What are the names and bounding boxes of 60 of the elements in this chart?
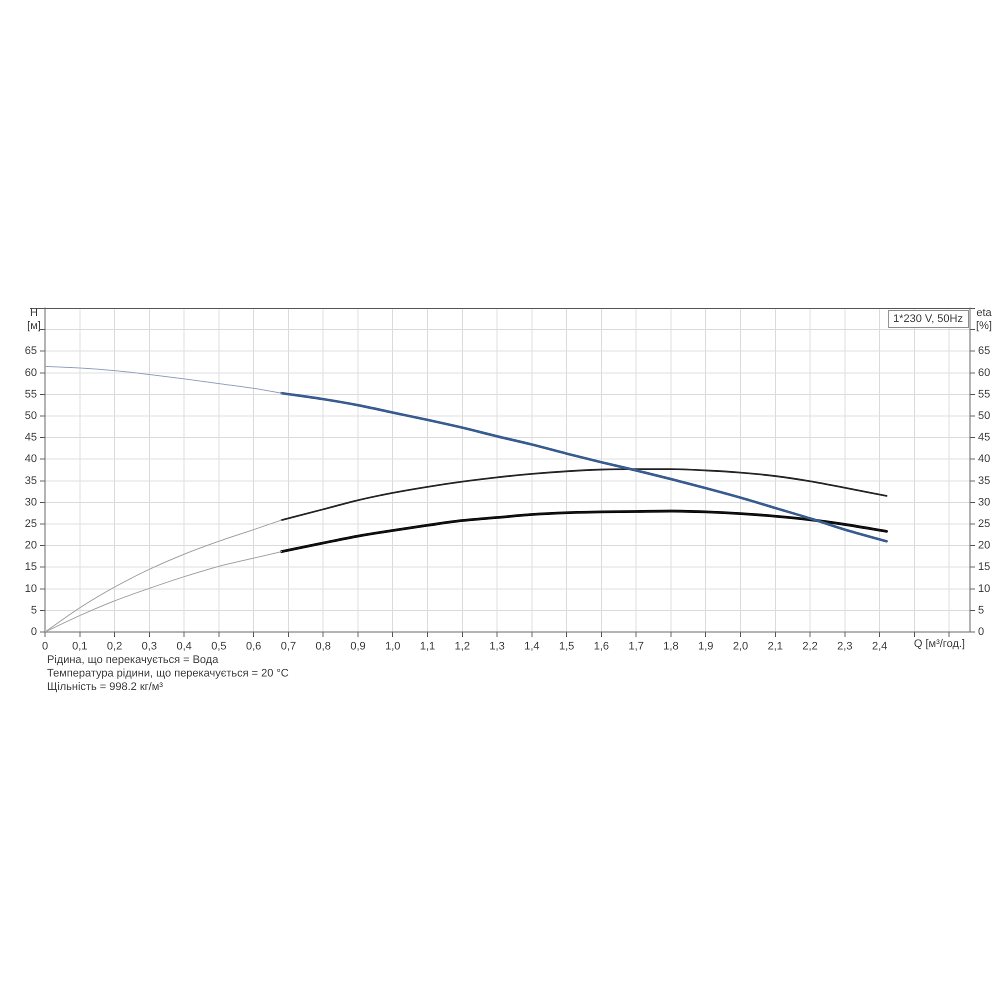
y-tick-label: 65 [24, 345, 37, 358]
text: Температура рідини, що перекачується = 20 °C [47, 668, 289, 680]
y-tick-label: 20 [24, 540, 37, 552]
y-tick-label: 35 [24, 474, 37, 487]
x-tick-label: 0,8 [316, 640, 331, 653]
x-tick-label: 0,2 [106, 640, 122, 653]
x-tick-label: 1,6 [594, 640, 610, 653]
y-tick-label: 55 [24, 388, 37, 400]
x-tick-label: 0,5 [211, 640, 227, 653]
y2-tick-label: 65 [978, 345, 990, 358]
x-tick-label: 1,3 [489, 640, 505, 653]
y2-tick-label: 45 [978, 432, 990, 444]
text: Щільність = 998.2 кг/м³ [47, 681, 164, 694]
x-tick-label: 0,1 [72, 640, 88, 653]
x-tick-label: 0,4 [176, 640, 192, 653]
y2-axis-title: eta [%] [976, 307, 993, 332]
x-tick-label: 0,6 [246, 640, 262, 653]
x-tick-label: 2,1 [768, 640, 783, 653]
x-tick-label: 2,2 [802, 640, 818, 653]
y2-tick-label: 25 [978, 518, 990, 530]
y-tick-label: 25 [24, 518, 37, 530]
y2-tick-label: 20 [978, 540, 990, 552]
x-axis-title: Q [м³/год.] [914, 638, 965, 650]
y2-tick-label: 5 [978, 604, 984, 616]
y-tick-label: 40 [24, 453, 37, 466]
x-tick-label: 0,3 [142, 640, 157, 653]
y-tick-label: 60 [24, 366, 37, 379]
x-tick-label: 0,9 [350, 640, 366, 653]
x-tick-label: 1,8 [663, 640, 679, 653]
x-tick-label: 1,5 [558, 640, 574, 653]
x-tick-label: 2,3 [837, 640, 852, 653]
y-tick-label: 10 [24, 582, 37, 595]
y-tick-label: 0 [30, 626, 37, 638]
x-tick-label: 1,9 [698, 640, 714, 653]
x-tick-label: 1,0 [385, 640, 400, 653]
x-tick-label: 0 [42, 640, 48, 653]
y2-tick-label: 10 [978, 582, 990, 595]
y2-tick-label: 35 [978, 474, 990, 487]
y-tick-label: 5 [30, 604, 37, 616]
x-tick-label: 1,1 [420, 640, 436, 653]
y-tick-label: 50 [24, 410, 37, 422]
x-tick-label: 2,0 [732, 640, 748, 653]
y-tick-label: 15 [24, 561, 37, 574]
y-axis-title: H [м] [27, 307, 41, 332]
y2-tick-label: 50 [978, 410, 990, 422]
y2-tick-label: 55 [978, 388, 990, 400]
x-tick-label: 1,4 [524, 640, 540, 653]
x-tick-label: 1,2 [454, 640, 470, 653]
text: Рідина, що перекачується = Вода [47, 654, 220, 666]
annotation: 1*230 V, 50Hz [893, 313, 963, 326]
y-tick-label: 45 [24, 432, 37, 444]
y2-tick-label: 30 [978, 496, 990, 508]
x-tick-label: 0,7 [280, 640, 296, 653]
x-tick-label: 1,7 [628, 640, 644, 653]
y2-tick-label: 15 [978, 561, 990, 574]
y2-tick-label: 60 [978, 366, 990, 379]
y2-tick-label: 40 [978, 453, 990, 466]
y2-tick-label: 0 [978, 626, 984, 638]
x-tick-label: 2,4 [872, 640, 888, 653]
y-tick-label: 30 [24, 496, 37, 508]
